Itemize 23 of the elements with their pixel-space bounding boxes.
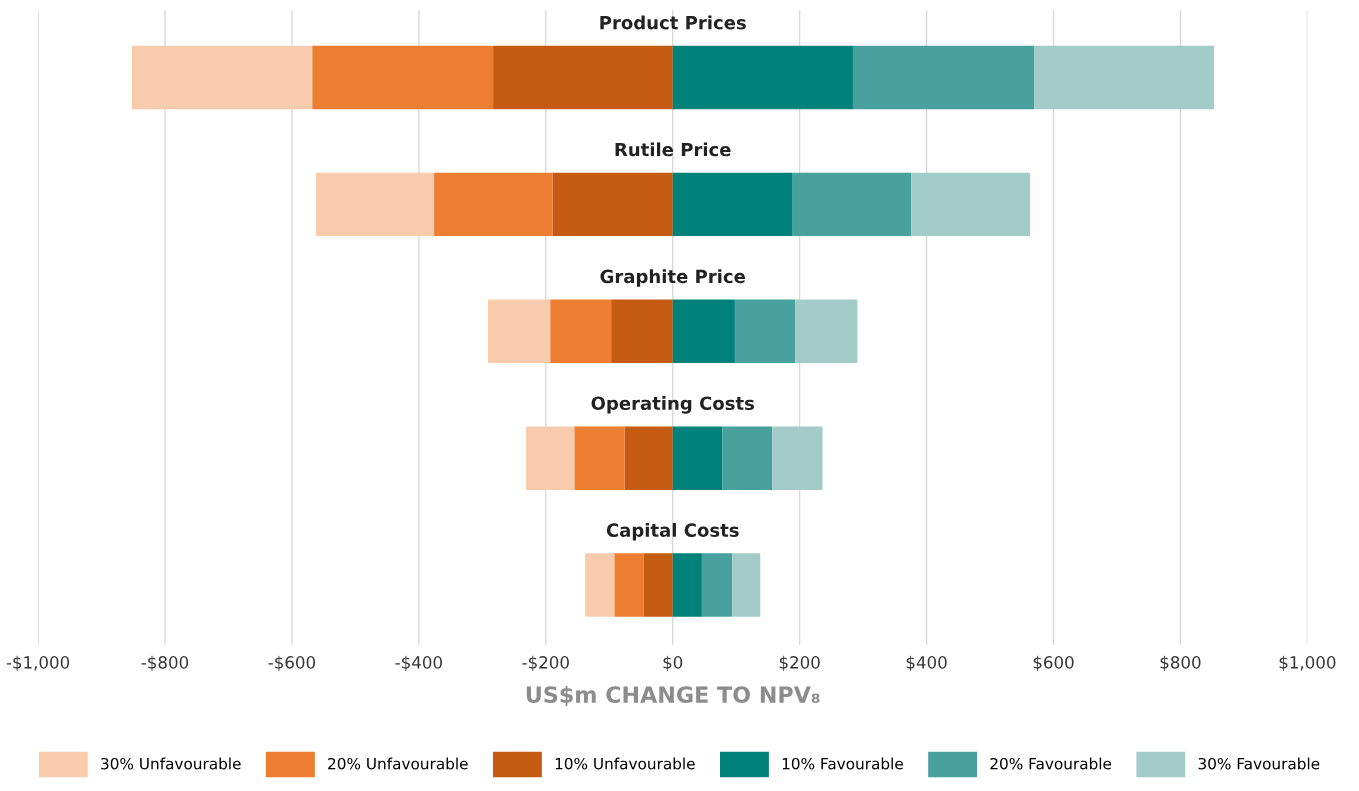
x-tick-label: $800	[1160, 655, 1201, 671]
x-tick-label: $600	[1033, 655, 1074, 671]
legend-label: 30% Favourable	[1198, 757, 1320, 770]
legend-label: 10% Favourable	[782, 757, 903, 770]
y-tick-label: Rutile Price	[615, 142, 731, 157]
legend-label: 20% Unfavourable	[328, 757, 468, 770]
y-tick-label: Graphite Price	[600, 269, 745, 287]
legend-label: 10% Unfavourable	[555, 757, 695, 770]
x-tick-label: $200	[779, 655, 820, 671]
x-axis-title: US$m CHANGE TO NPV₈	[526, 685, 820, 706]
x-tick-label: $0	[663, 655, 683, 671]
legend-label: 20% Favourable	[990, 757, 1112, 770]
x-tick-label: $1,000	[1279, 655, 1336, 671]
x-tick-label: $400	[906, 655, 947, 671]
x-tick-label: -$800	[141, 655, 189, 671]
x-tick-label: -$1,000	[6, 655, 70, 671]
legend-label: 30% Unfavourable	[101, 757, 241, 770]
x-tick-label: -$200	[522, 655, 569, 671]
y-tick-label: Operating Costs	[591, 396, 754, 414]
x-tick-label: -$600	[268, 655, 316, 671]
y-tick-label: Capital Costs	[606, 523, 739, 541]
y-tick-label: Product Prices	[600, 15, 746, 30]
x-tick-label: -$400	[395, 655, 442, 671]
